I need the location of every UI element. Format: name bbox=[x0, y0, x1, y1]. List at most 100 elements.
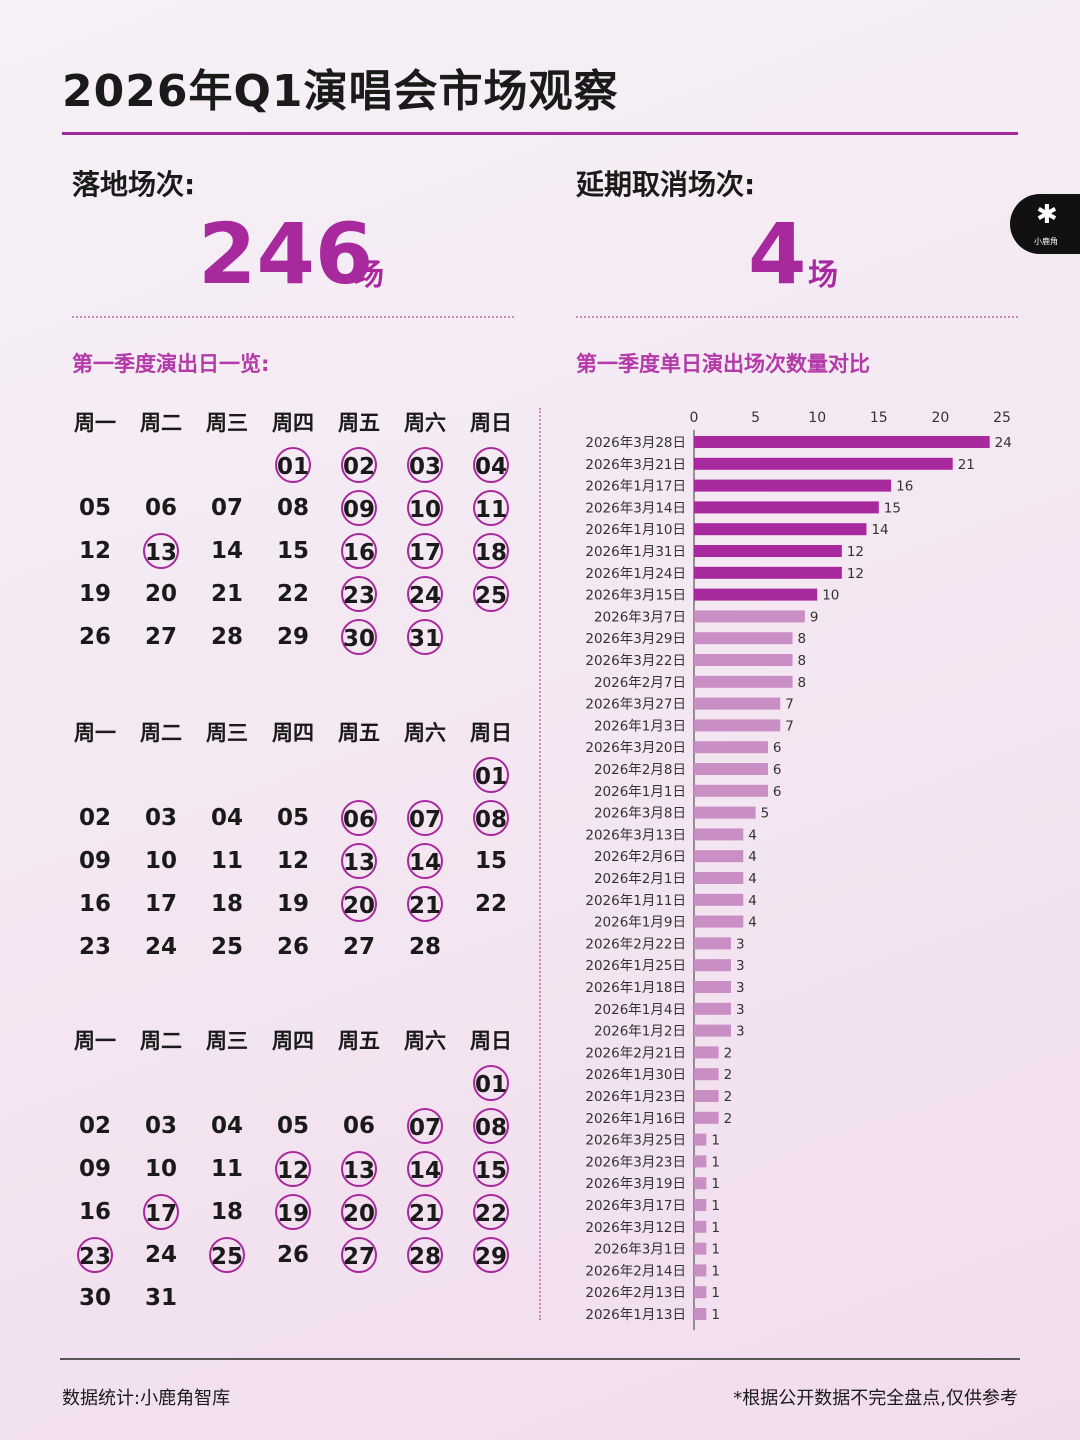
calendar-day-performance: 20 bbox=[341, 1193, 377, 1230]
calendar-week: 23 24 25 26 27 28 bbox=[62, 925, 524, 968]
calendar-february: 周一 周二 周三 周四 周五 周六 周日 01 02 03 04 05 06 07 08 09 10 11 12 13… bbox=[62, 710, 524, 968]
calendar-title: 第一季度演出日一览: bbox=[72, 352, 270, 376]
calendar-week: 19 20 21 22 23 24 25 bbox=[62, 572, 524, 615]
calendar-day-performance: 23 bbox=[341, 575, 377, 612]
vertical-divider bbox=[539, 408, 541, 1320]
calendar-week: 23 24 25 26 27 28 29 bbox=[62, 1233, 524, 1276]
bar-value-label: 4 bbox=[748, 915, 757, 931]
page-title: 2026年Q1演唱会市场观察 bbox=[62, 66, 619, 117]
calendar-week: 09 10 11 12 13 14 15 bbox=[62, 839, 524, 882]
calendar-day: 30 bbox=[78, 1284, 111, 1311]
category-label: 2026年2月1日 bbox=[594, 871, 686, 887]
calendar-day: 10 bbox=[144, 1155, 177, 1182]
bar bbox=[694, 632, 793, 645]
bar-value-label: 4 bbox=[748, 893, 757, 909]
bar-value-label: 2 bbox=[724, 1067, 733, 1083]
bar-value-label: 7 bbox=[785, 718, 794, 734]
calendar-day-performance: 15 bbox=[473, 1150, 509, 1187]
category-label: 2026年3月1日 bbox=[594, 1242, 686, 1258]
bar-value-label: 2 bbox=[724, 1111, 733, 1127]
category-label: 2026年1月11日 bbox=[585, 893, 686, 909]
bar-value-label: 12 bbox=[847, 544, 864, 560]
calendar-day: 25 bbox=[210, 933, 243, 960]
bar bbox=[694, 654, 793, 666]
bar bbox=[694, 959, 731, 972]
category-label: 2026年1月18日 bbox=[585, 980, 686, 996]
calendar-day: 03 bbox=[144, 804, 177, 831]
calendar-day-performance: 01 bbox=[275, 446, 311, 483]
calendar-day-performance: 25 bbox=[209, 1236, 245, 1273]
calendar-day: 15 bbox=[276, 537, 309, 564]
bar-value-label: 6 bbox=[773, 762, 782, 778]
bar-value-label: 4 bbox=[748, 827, 757, 843]
calendar-day: 11 bbox=[210, 1155, 243, 1182]
bar-value-label: 1 bbox=[711, 1198, 720, 1214]
footer-note: *根据公开数据不完全盘点,仅供参考 bbox=[733, 1388, 1018, 1409]
calendar-day: 28 bbox=[210, 623, 243, 650]
weekday-label: 周三 bbox=[206, 410, 248, 435]
calendar-day: 24 bbox=[144, 933, 177, 960]
bar bbox=[694, 1068, 719, 1081]
calendar-day-performance: 07 bbox=[407, 1107, 443, 1144]
landed-label: 落地场次: bbox=[72, 168, 196, 201]
calendar-day: 31 bbox=[144, 1284, 177, 1311]
footer-divider bbox=[60, 1358, 1020, 1360]
deer-icon: ✱ bbox=[1036, 200, 1058, 230]
calendar-day: 02 bbox=[78, 804, 111, 831]
calendar-week: 09 10 11 12 13 14 15 bbox=[62, 1147, 524, 1190]
bar bbox=[694, 545, 842, 557]
calendar-day-performance: 08 bbox=[473, 799, 509, 836]
bar bbox=[694, 1046, 719, 1059]
calendar-week: 26 27 28 29 30 31 bbox=[62, 615, 524, 658]
bar bbox=[694, 872, 744, 884]
calendar-day: 06 bbox=[144, 494, 177, 521]
footer-source: 数据统计:小鹿角智库 bbox=[62, 1388, 231, 1409]
calendar-day-performance: 25 bbox=[473, 575, 509, 612]
bar-value-label: 21 bbox=[958, 457, 975, 473]
calendar-day: 05 bbox=[276, 1112, 309, 1139]
bar-value-label: 1 bbox=[711, 1154, 720, 1170]
calendar-day: 24 bbox=[144, 1241, 177, 1268]
bar bbox=[694, 1286, 707, 1299]
weekday-label: 周日 bbox=[470, 1028, 512, 1053]
calendar-day-performance: 10 bbox=[407, 489, 443, 526]
category-label: 2026年3月22日 bbox=[585, 653, 686, 669]
bar-value-label: 2 bbox=[724, 1089, 733, 1105]
bar-value-label: 1 bbox=[711, 1220, 720, 1236]
calendar-week: 05 06 07 08 09 10 11 bbox=[62, 486, 524, 529]
bar bbox=[694, 436, 990, 448]
calendar-week: 02 03 04 05 06 07 08 bbox=[62, 796, 524, 839]
x-tick-label: 0 bbox=[690, 410, 699, 426]
category-label: 2026年1月10日 bbox=[585, 522, 686, 538]
calendar-day-performance: 30 bbox=[341, 618, 377, 655]
category-label: 2026年2月7日 bbox=[594, 675, 686, 691]
right-dotted-divider bbox=[576, 316, 1018, 318]
weekday-label: 周四 bbox=[272, 720, 314, 745]
bar bbox=[694, 479, 892, 492]
category-label: 2026年1月17日 bbox=[585, 479, 686, 495]
calendar-week: 01 bbox=[62, 1061, 524, 1104]
bar-value-label: 8 bbox=[798, 675, 807, 691]
category-label: 2026年2月13日 bbox=[585, 1285, 686, 1301]
landed-unit: 场 bbox=[354, 258, 384, 293]
category-label: 2026年3月21日 bbox=[585, 457, 686, 473]
calendar-day-performance: 12 bbox=[275, 1150, 311, 1187]
calendar-day: 27 bbox=[342, 933, 375, 960]
bar bbox=[694, 850, 744, 863]
calendar-day: 09 bbox=[78, 1155, 111, 1182]
x-tick-label: 5 bbox=[751, 410, 760, 426]
calendar-day: 03 bbox=[144, 1112, 177, 1139]
calendar-day: 21 bbox=[210, 580, 243, 607]
category-label: 2026年1月23日 bbox=[585, 1089, 686, 1105]
logo-text: 小鹿角 bbox=[1034, 237, 1058, 246]
calendar-day-performance: 08 bbox=[473, 1107, 509, 1144]
bar-value-label: 9 bbox=[810, 609, 819, 625]
title-divider bbox=[62, 132, 1018, 135]
calendar-week: 30 31 bbox=[62, 1276, 524, 1319]
calendar-day-performance: 03 bbox=[407, 446, 443, 483]
bar bbox=[694, 806, 756, 819]
calendar-day-performance: 14 bbox=[407, 1150, 443, 1187]
category-label: 2026年1月25日 bbox=[585, 958, 686, 974]
bar bbox=[694, 763, 768, 775]
calendar-day-performance: 31 bbox=[407, 618, 443, 655]
